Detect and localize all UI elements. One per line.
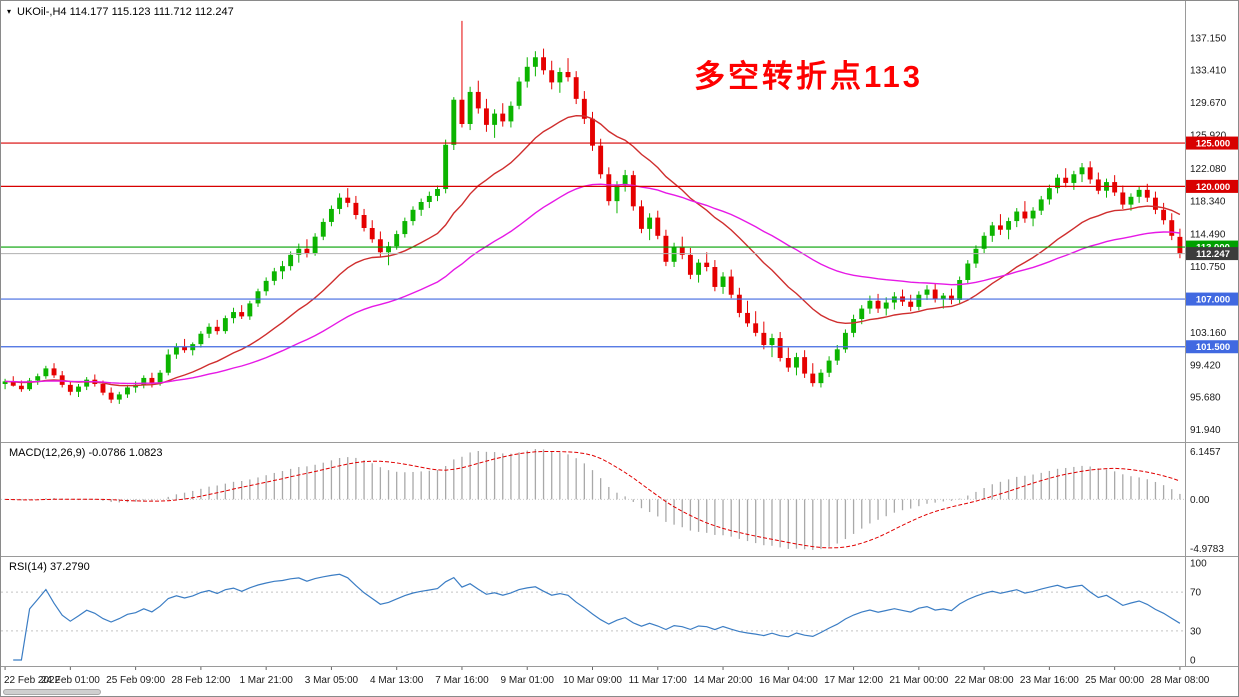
- svg-text:23 Mar 16:00: 23 Mar 16:00: [1020, 675, 1079, 686]
- svg-text:133.410: 133.410: [1190, 66, 1227, 77]
- svg-text:4 Mar 13:00: 4 Mar 13:00: [370, 675, 424, 686]
- svg-text:120.000: 120.000: [1196, 182, 1230, 193]
- price-axis[interactable]: [1186, 1, 1238, 666]
- svg-text:118.340: 118.340: [1190, 196, 1226, 207]
- svg-text:28 Mar 08:00: 28 Mar 08:00: [1150, 675, 1209, 686]
- macd-histogram: [12, 449, 1181, 550]
- svg-text:17 Mar 12:00: 17 Mar 12:00: [824, 675, 883, 686]
- svg-text:14 Mar 20:00: 14 Mar 20:00: [694, 675, 753, 686]
- price-badge: [1186, 340, 1238, 354]
- svg-text:101.500: 101.500: [1196, 342, 1230, 353]
- svg-text:112.247: 112.247: [1196, 249, 1230, 260]
- rsi-line: [13, 573, 1181, 661]
- svg-text:28 Feb 12:00: 28 Feb 12:00: [171, 675, 230, 686]
- candlestick-series: [2, 20, 1183, 404]
- svg-text:11 Mar 17:00: 11 Mar 17:00: [629, 675, 688, 686]
- price-chart-svg: 137.150 133.410 129.670 125.920 122.080 118.3…: [1, 20, 1238, 436]
- svg-text:125.920: 125.920: [1190, 131, 1227, 142]
- svg-text:21 Mar 00:00: 21 Mar 00:00: [889, 675, 948, 686]
- svg-text:125.000: 125.000: [1196, 139, 1230, 150]
- price-badge: [1186, 247, 1238, 261]
- svg-text:107.000: 107.000: [1196, 295, 1230, 306]
- time-axis[interactable]: 22 Feb 2022 24 Feb 01:00 25 Feb 09:00 28 Fe…: [1, 666, 1238, 696]
- svg-text:24 Feb 01:00: 24 Feb 01:00: [41, 675, 100, 686]
- symbol-ohlc-label: UKOil-,H4 114.177 115.123 111.712 112.24…: [17, 6, 234, 18]
- price-axis-separator: [1185, 1, 1186, 666]
- svg-text:7 Mar 16:00: 7 Mar 16:00: [435, 675, 489, 686]
- svg-text:0.00: 0.00: [1190, 495, 1210, 506]
- svg-text:110.750: 110.750: [1190, 262, 1226, 273]
- macd-svg: 6.1457 0.00 -4.9783: [1, 447, 1224, 555]
- ma-50-line: [5, 183, 1180, 385]
- svg-text:122.080: 122.080: [1190, 164, 1227, 175]
- svg-text:114.490: 114.490: [1190, 230, 1226, 241]
- rsi-panel[interactable]: 100 70 30 0 RSI(14) 37.2790: [1, 556, 1238, 667]
- svg-text:25 Mar 00:00: 25 Mar 00:00: [1085, 675, 1144, 686]
- macd-signal-line: [5, 451, 1181, 549]
- price-badge: [1186, 136, 1238, 150]
- svg-text:10 Mar 09:00: 10 Mar 09:00: [563, 675, 622, 686]
- svg-text:22 Mar 08:00: 22 Mar 08:00: [955, 675, 1014, 686]
- svg-text:129.670: 129.670: [1190, 98, 1227, 109]
- price-badge: [1186, 179, 1238, 193]
- horizontal-scrollbar[interactable]: [3, 689, 101, 695]
- svg-text:103.160: 103.160: [1190, 328, 1227, 339]
- svg-text:137.150: 137.150: [1190, 33, 1227, 44]
- svg-text:99.420: 99.420: [1190, 360, 1221, 371]
- svg-text:9 Mar 01:00: 9 Mar 01:00: [501, 675, 555, 686]
- svg-text:3 Mar 05:00: 3 Mar 05:00: [305, 675, 359, 686]
- chart-title: ▾ UKOil-,H4 114.177 115.123 111.712 112.…: [7, 6, 234, 18]
- svg-text:95.680: 95.680: [1190, 393, 1221, 404]
- svg-text:25 Feb 09:00: 25 Feb 09:00: [106, 675, 165, 686]
- rsi-svg: 100 70 30 0: [1, 559, 1207, 667]
- rsi-label: RSI(14) 37.2790: [9, 561, 90, 573]
- ma-20-line: [5, 114, 1181, 387]
- svg-text:-4.9783: -4.9783: [1190, 544, 1224, 555]
- svg-text:91.940: 91.940: [1190, 425, 1221, 436]
- svg-text:6.1457: 6.1457: [1190, 447, 1221, 458]
- price-badge: [1186, 292, 1238, 306]
- svg-text:1 Mar 21:00: 1 Mar 21:00: [239, 675, 293, 686]
- svg-text:16 Mar 04:00: 16 Mar 04:00: [759, 675, 818, 686]
- macd-label: MACD(12,26,9) -0.0786 1.0823: [9, 447, 163, 459]
- svg-text:22 Feb 2022: 22 Feb 2022: [4, 675, 61, 686]
- macd-panel[interactable]: 6.1457 0.00 -4.9783 MACD(12,26,9) -0.0786 …: [1, 442, 1238, 556]
- price-chart-panel[interactable]: 137.150 133.410 129.670 125.920 122.080 118.3…: [1, 1, 1238, 442]
- svg-text:30: 30: [1190, 626, 1202, 637]
- annotation-text: 多空转折点113: [694, 59, 924, 94]
- svg-text:70: 70: [1190, 588, 1202, 599]
- svg-text:100: 100: [1190, 559, 1207, 570]
- svg-text:0: 0: [1190, 656, 1196, 667]
- collapse-arrow-icon[interactable]: ▾: [7, 7, 12, 16]
